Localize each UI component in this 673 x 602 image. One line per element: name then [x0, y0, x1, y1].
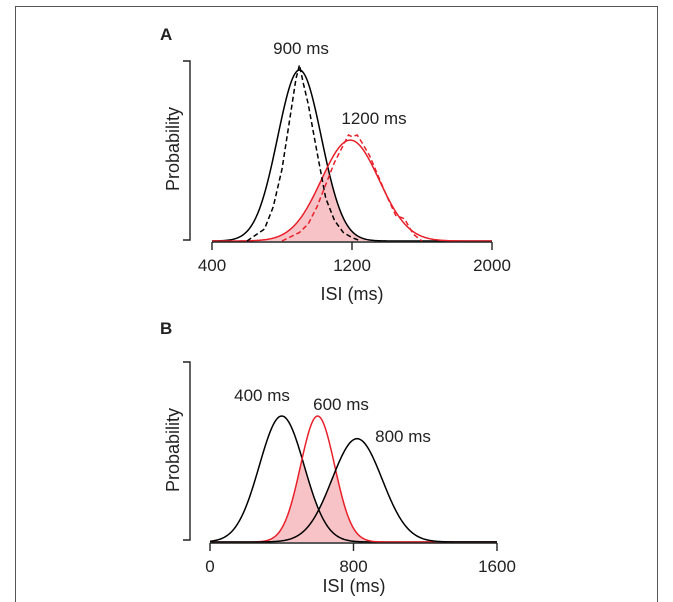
panel-a-tick-label-2000: 2000: [473, 256, 511, 275]
panel-b-model-curve-800ms: [210, 437, 497, 543]
frame-right-border: [657, 6, 658, 602]
panel-b-letter: B: [160, 319, 172, 338]
panel-a-y-axis-title: Probability: [163, 107, 183, 191]
panel-a-tick-label-1200: 1200: [333, 256, 371, 275]
panel-b-label-400ms: 400 ms: [234, 386, 290, 405]
panel-b-y-axis-title: Probability: [163, 408, 183, 492]
panel-a-model-curve-900ms: [211, 69, 492, 242]
panel-a-overlap-fill: [212, 167, 492, 241]
panel-a-model-curve-1200ms: [212, 139, 492, 242]
panel-b: B Probability 0 800 1600 ISI (ms) 400 ms 6…: [160, 319, 516, 596]
panel-b-tick-label-800: 800: [339, 557, 367, 576]
panel-a: A Probability 400 1200 2000 ISI (ms) 900 m…: [160, 25, 511, 304]
panel-b-label-600ms: 600 ms: [313, 395, 369, 414]
panel-b-model-curve-600ms: [210, 415, 497, 543]
panel-a-empirical-curve-1200ms: [281, 133, 423, 242]
frame-top-border: [15, 6, 658, 7]
panel-a-y-axis-bracket: [183, 60, 191, 241]
panel-b-model-curve-400ms: [209, 415, 497, 543]
panel-a-overlap-area: [212, 167, 492, 241]
panel-b-tick-label-1600: 1600: [478, 557, 516, 576]
frame-left-border: [15, 6, 16, 602]
panel-a-letter: A: [160, 25, 172, 44]
panel-a-x-axis-title: ISI (ms): [321, 284, 384, 304]
panel-b-curves: [209, 415, 497, 543]
panel-b-x-axis-title: ISI (ms): [323, 576, 386, 596]
panel-a-label-900ms: 900 ms: [273, 39, 329, 58]
panel-a-curves: [211, 64, 492, 242]
panel-a-tick-label-400: 400: [198, 256, 226, 275]
panel-a-x-ticks: 400 1200 2000: [198, 242, 511, 275]
panel-b-y-axis-bracket: [183, 361, 191, 541]
panel-b-label-800ms: 800 ms: [375, 427, 431, 446]
panel-a-label-1200ms: 1200 ms: [341, 109, 406, 128]
panel-b-x-ticks: 0 800 1600: [205, 543, 516, 576]
panel-a-empirical-curve-900ms: [246, 64, 362, 242]
panel-b-tick-label-0: 0: [205, 557, 214, 576]
